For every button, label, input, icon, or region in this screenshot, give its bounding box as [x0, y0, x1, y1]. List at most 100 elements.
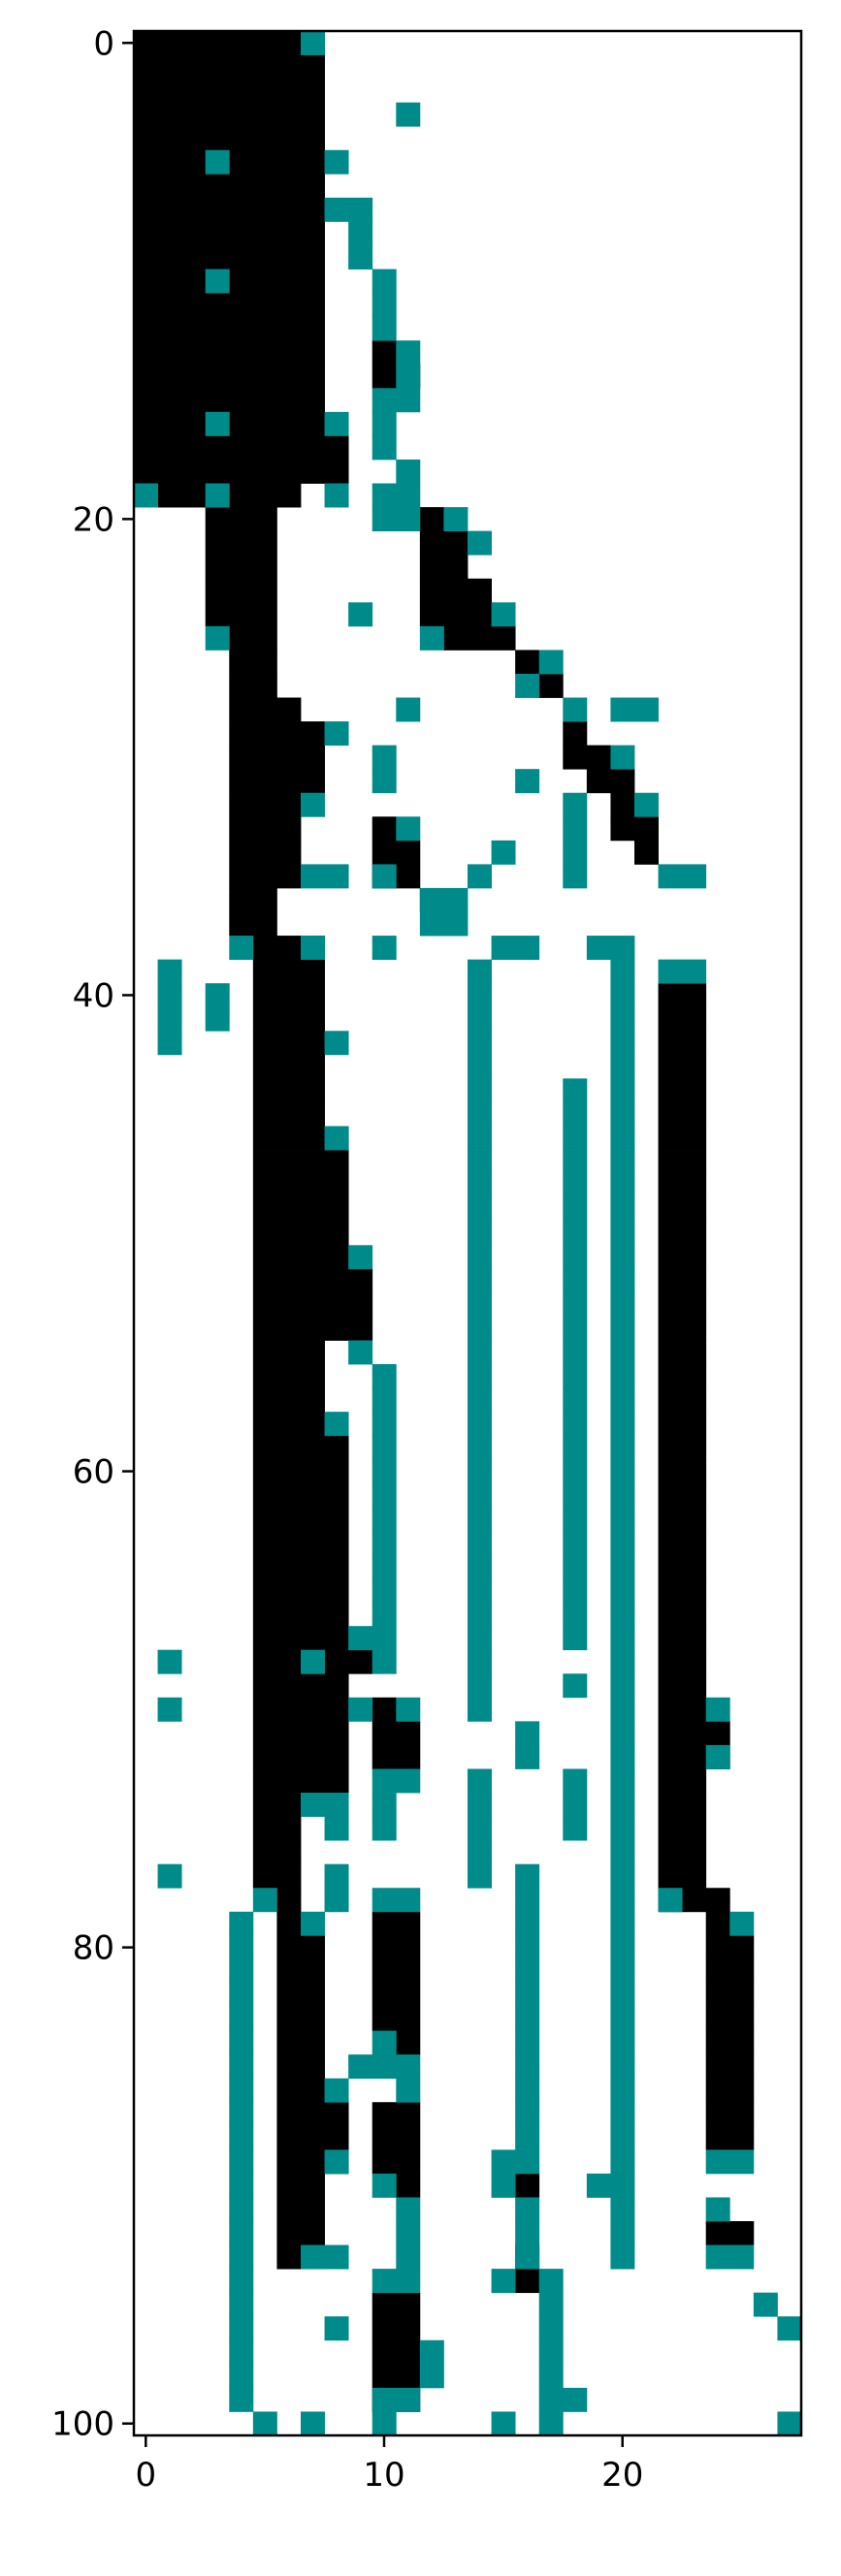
cell-black — [658, 1673, 707, 1699]
cell-teal — [705, 2197, 730, 2222]
cell-teal — [563, 1626, 588, 1651]
cell-teal — [372, 1602, 397, 1627]
cell-teal — [324, 1888, 349, 1913]
cell-teal — [563, 1578, 588, 1603]
cell-black — [419, 555, 469, 580]
cell-teal — [515, 2221, 540, 2245]
cell-teal — [563, 1602, 588, 1627]
cell-black — [229, 864, 302, 889]
cell-teal — [610, 1863, 635, 1889]
cell-black — [205, 555, 277, 580]
cell-teal — [610, 1626, 635, 1651]
cell-teal — [610, 2125, 635, 2150]
cell-teal — [396, 1697, 421, 1722]
cell-teal — [610, 1126, 635, 1151]
cell-teal — [443, 507, 469, 532]
y-tick-label: 100 — [51, 2405, 114, 2444]
cell-teal — [705, 1744, 730, 1769]
cell-teal — [372, 1435, 397, 1460]
cell-teal — [610, 1530, 635, 1555]
cell-black — [229, 769, 325, 794]
cell-black — [658, 1721, 730, 1746]
cell-teal — [515, 1935, 540, 1960]
cell-teal — [610, 2197, 635, 2222]
cell-teal — [563, 1197, 588, 1223]
cell-teal — [396, 2197, 421, 2222]
cell-black — [372, 2125, 421, 2150]
cell-teal — [372, 316, 397, 341]
cell-black — [252, 1793, 302, 1817]
cell-black — [252, 1673, 349, 1699]
cell-teal — [610, 697, 659, 722]
cell-teal — [229, 2292, 254, 2317]
y-tick-label: 40 — [73, 976, 114, 1015]
cell-black — [252, 1412, 325, 1437]
cell-black — [658, 1507, 707, 1532]
cell-teal — [610, 1482, 635, 1508]
cell-teal — [563, 1793, 588, 1817]
cell-black — [205, 602, 277, 627]
cell-teal — [610, 1697, 635, 1722]
cell-teal — [729, 1911, 755, 1936]
cell-teal — [563, 1078, 588, 1103]
cell-black — [372, 1744, 421, 1769]
cell-teal — [468, 1626, 492, 1651]
cell-teal — [515, 2244, 540, 2270]
cell-black — [205, 530, 277, 556]
cell-black — [419, 530, 469, 556]
cell-teal — [515, 2125, 540, 2150]
cell-black — [134, 316, 325, 341]
cell-teal — [538, 2364, 564, 2389]
cell-black — [134, 79, 325, 104]
cell-black — [658, 1482, 707, 1508]
cell-black — [252, 1578, 349, 1603]
cell-teal — [372, 2411, 397, 2436]
cell-teal — [563, 1530, 588, 1555]
cell-black — [252, 1768, 349, 1794]
cell-black — [276, 1911, 302, 1936]
cell-teal — [419, 2364, 444, 2389]
cell-teal — [610, 1888, 635, 1913]
cell-teal — [538, 2411, 564, 2436]
cell-teal — [610, 983, 635, 1008]
cell-teal — [515, 2102, 540, 2127]
cell-teal — [419, 625, 444, 651]
cell-teal — [419, 2339, 444, 2365]
cell-teal — [372, 864, 397, 889]
cell-teal — [372, 936, 397, 961]
cell-teal — [229, 2149, 254, 2175]
cell-black — [252, 1602, 349, 1627]
cell-teal — [396, 340, 421, 366]
cell-teal — [610, 1649, 635, 1674]
cell-teal — [301, 864, 349, 889]
cell-teal — [610, 2030, 635, 2055]
cell-black — [658, 1340, 707, 1365]
cell-teal — [468, 1197, 492, 1223]
cell-black — [252, 1221, 349, 1246]
cell-teal — [468, 1245, 492, 1270]
cell-teal — [229, 2054, 254, 2080]
cell-black — [229, 721, 325, 747]
cell-black — [705, 1935, 755, 1960]
cell-teal — [348, 1340, 373, 1365]
cell-teal — [324, 411, 349, 436]
cell-teal — [610, 1387, 635, 1413]
cell-teal — [396, 364, 421, 389]
cell-teal — [468, 1387, 492, 1413]
cell-black — [658, 983, 707, 1008]
cell-teal — [229, 2125, 254, 2150]
x-tick-label: 10 — [363, 2456, 404, 2495]
cell-black — [276, 2007, 325, 2031]
cell-teal — [468, 1697, 492, 1722]
cell-black — [658, 1412, 707, 1437]
cell-teal — [372, 388, 421, 413]
cell-black — [252, 1482, 349, 1508]
cell-black — [419, 507, 444, 532]
cell-black — [658, 1768, 707, 1794]
cell-teal — [468, 1316, 492, 1341]
cell-teal — [777, 2411, 802, 2436]
cell-black — [252, 1150, 349, 1175]
cell-teal — [229, 2244, 254, 2270]
cell-teal — [396, 2078, 421, 2103]
cell-black — [229, 625, 277, 651]
